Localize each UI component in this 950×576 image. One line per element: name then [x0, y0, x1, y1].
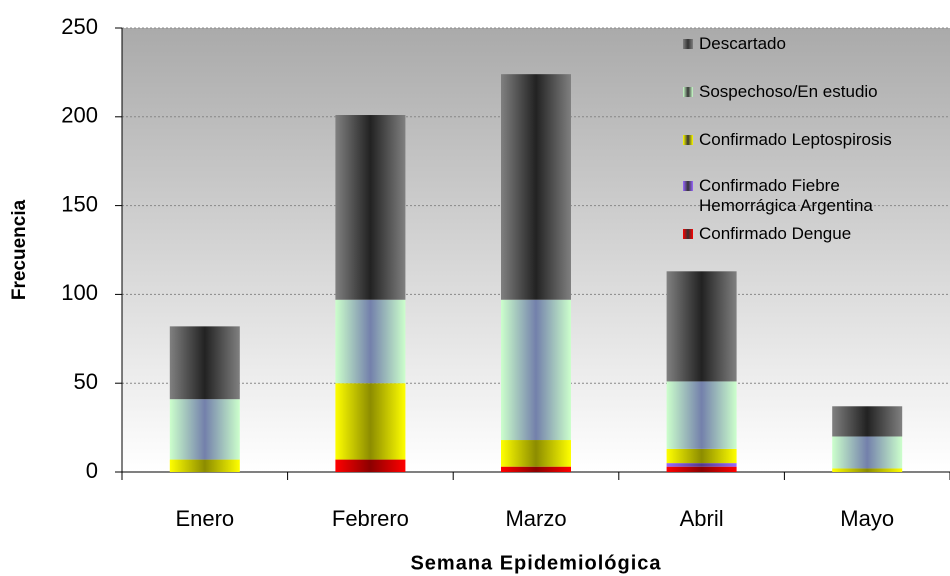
bar-segment [666, 448, 737, 464]
legend-entry: Sospechoso/En estudio [683, 82, 934, 102]
bar-segment [169, 399, 240, 460]
legend-entry: Descartado [683, 34, 934, 54]
bar-segment [335, 383, 406, 460]
x-tick-label: Enero [175, 506, 234, 531]
legend-label: Confirmado Dengue [699, 224, 852, 243]
legend-swatch [683, 39, 693, 49]
y-tick-label: 0 [86, 458, 98, 483]
x-tick-label: Abril [680, 506, 724, 531]
bar-segment [832, 436, 903, 469]
bar-segment [501, 466, 571, 472]
bar-segment [501, 74, 571, 300]
legend-swatch [683, 229, 693, 239]
legend-entry: Confirmado Dengue [683, 224, 934, 244]
legend-label: Confirmado Leptospirosis [699, 130, 892, 149]
legend-swatch [683, 135, 693, 145]
legend-label: Confirmado Fiebre Hemorrágica Argentina [699, 176, 873, 215]
x-tick-label: Mayo [840, 506, 894, 531]
x-axis-title: Semana Epidemiológica [410, 552, 661, 574]
legend-entry: Confirmado Fiebre Hemorrágica Argentina [683, 176, 924, 216]
bar-segment [832, 406, 903, 437]
bar-segment [832, 468, 903, 472]
bar-segment [666, 381, 737, 449]
x-tick-label: Febrero [332, 506, 409, 531]
bar-segment [666, 271, 737, 382]
bar-segment [169, 326, 240, 400]
y-tick-label: 150 [61, 191, 98, 216]
y-tick-label: 100 [61, 280, 98, 305]
bar-segment [335, 299, 406, 384]
y-tick-label: 50 [74, 369, 98, 394]
bar-segment [335, 459, 406, 472]
y-tick-label: 200 [61, 103, 98, 128]
bar-segment [501, 299, 571, 441]
y-axis-title: Frecuencia [9, 199, 30, 300]
x-tick-label: Marzo [505, 506, 566, 531]
legend-label: Descartado [699, 34, 786, 53]
bar-segment [335, 115, 406, 300]
y-tick-label: 250 [61, 14, 98, 39]
bar-segment [501, 440, 571, 467]
legend-swatch [683, 181, 693, 191]
legend-label: Sospechoso/En estudio [699, 82, 878, 101]
bar-segment [169, 459, 240, 472]
bar-segment [666, 466, 737, 472]
legend-swatch [683, 87, 693, 97]
legend-entry: Confirmado Leptospirosis [683, 130, 934, 150]
bar-segment [666, 463, 737, 467]
